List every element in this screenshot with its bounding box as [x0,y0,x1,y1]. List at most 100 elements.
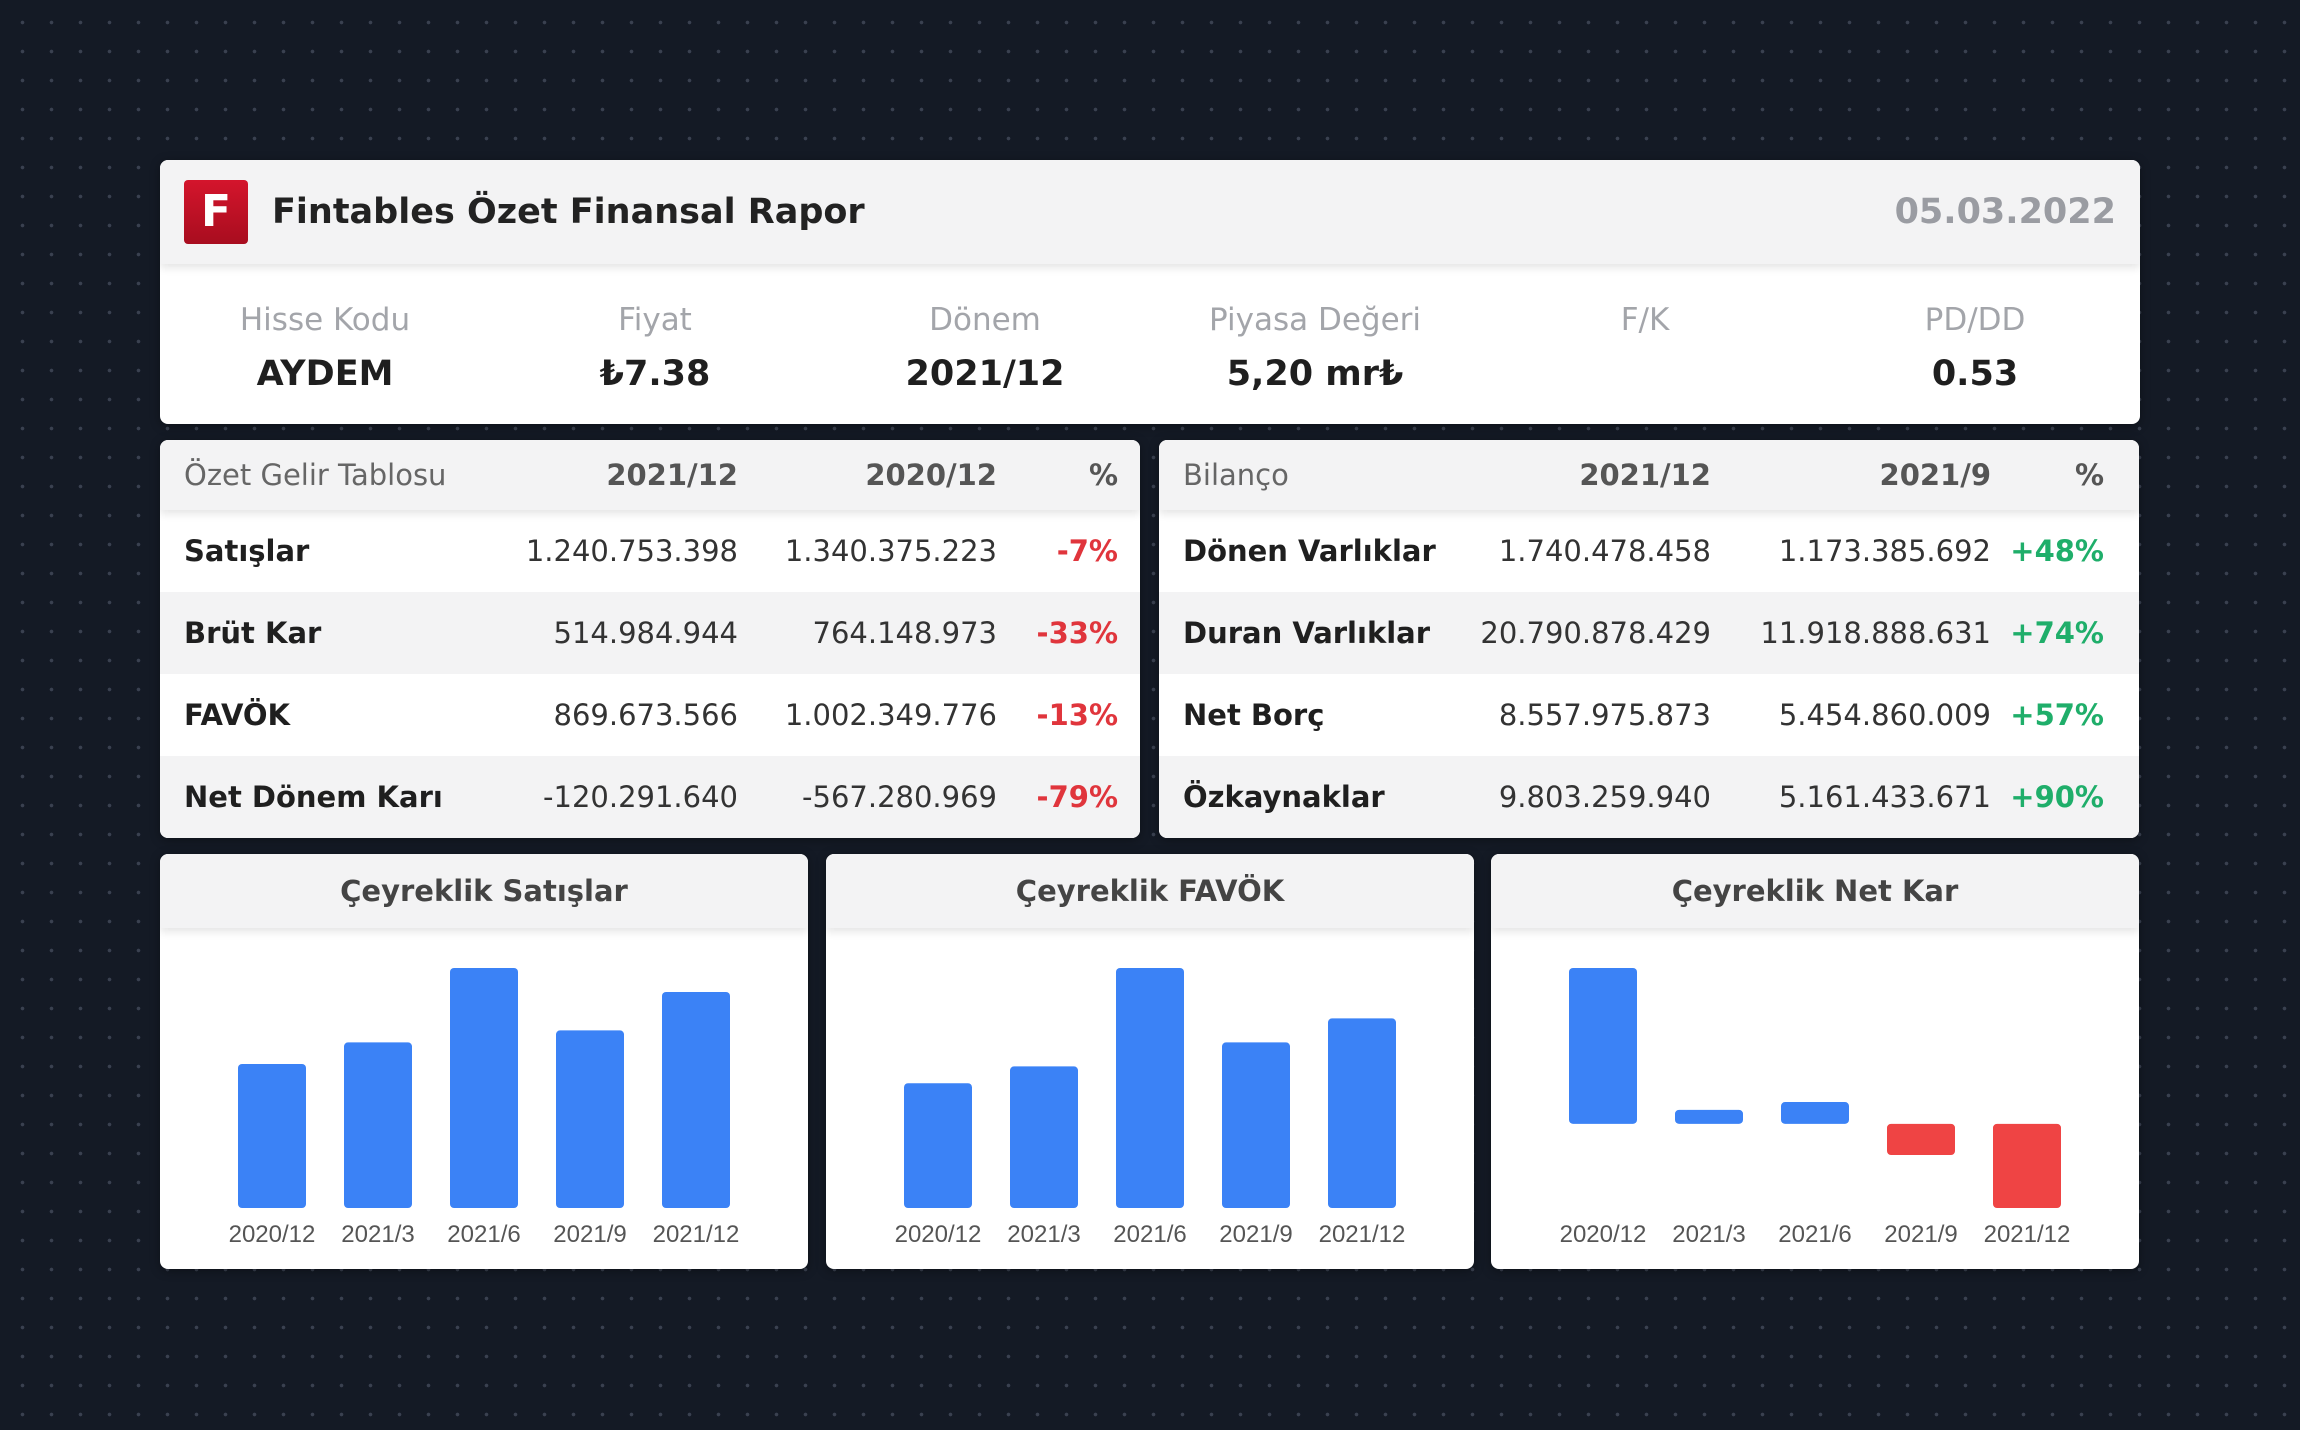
row-label: Brüt Kar [184,616,322,650]
summary-card: F Fintables Özet Finansal Rapor 05.03.20… [160,160,2140,424]
row-label: Duran Varlıklar [1183,616,1431,650]
x-tick-label: 2021/6 [1113,1221,1186,1248]
row-label: Net Borç [1183,698,1325,732]
table-row: Net Borç 8.557.975.873 5.454.860.009 +57% [1159,674,2139,756]
stat-label: Fiyat [618,302,692,338]
stat-ticker: Hisse Kodu AYDEM [160,264,490,396]
row-label: Özkaynaklar [1183,780,1385,814]
x-tick-label: 2020/12 [895,1221,982,1248]
change-percent: -33% [1036,616,1118,650]
x-tick-label: 2021/6 [1778,1221,1851,1248]
change-percent: -79% [1036,780,1118,814]
table-cell: 1.740.478.458 [1498,534,1711,568]
table-row: Özkaynaklar 9.803.259.940 5.161.433.671 +90… [1159,756,2139,838]
stat-pe: F/K [1480,264,1810,396]
table-cell: 1.340.375.223 [784,534,997,568]
chart-title: Çeyreklik FAVÖK [826,854,1474,928]
chart-title: Çeyreklik Satışlar [160,854,808,928]
table-row: FAVÖK 869.673.566 1.002.349.776 -13% [160,674,1140,756]
chart-bar [450,968,518,1208]
table-cell: 11.918.888.631 [1760,616,1991,650]
row-label: Satışlar [184,534,310,568]
chart-bar [1569,968,1637,1124]
balance-sheet-table: Bilanço 2021/12 2021/9% Dönen Varlıklar 1.74… [1159,440,2139,838]
report-header: F Fintables Özet Finansal Rapor 05.03.20… [160,160,2140,264]
x-tick-label: 2021/3 [1007,1221,1080,1248]
table-cell: 764.148.973 [812,616,998,650]
column-header: 2021/12 [1579,458,1711,492]
stat-value: AYDEM [256,354,394,394]
chart-bar [1116,968,1184,1208]
x-tick-label: 2021/9 [1219,1221,1292,1248]
change-percent: +90% [2010,780,2104,814]
chart-bar [662,992,730,1208]
table-cell: 514.984.944 [553,616,739,650]
table-cell: 5.161.433.671 [1778,780,1991,814]
x-tick-label: 2021/6 [447,1221,520,1248]
chart-bar [1010,1066,1078,1208]
stat-period: Dönem 2021/12 [820,264,1150,396]
stat-value: ₺7.38 [599,354,711,394]
stat-label: Dönem [929,302,1041,338]
x-tick-label: 2020/12 [1560,1221,1647,1248]
row-label: Net Dönem Karı [184,780,443,814]
chart-bar [1781,1102,1849,1124]
x-tick-label: 2021/9 [1884,1221,1957,1248]
x-tick-label: 2021/12 [1319,1221,1406,1248]
stat-label: PD/DD [1924,302,2026,338]
chart-bar [238,1064,306,1208]
table-header: Özet Gelir Tablosu 2021/12 2020/12% [160,440,1140,510]
chart-quarterly-net-profit: Çeyreklik Net Kar 2020/12 2021/3 2021/6 2021… [1491,854,2139,1269]
row-label: FAVÖK [184,698,291,732]
chart-bar [1887,1123,1955,1156]
change-percent: -13% [1036,698,1118,732]
table-cell: 1.240.753.398 [525,534,738,568]
stat-price: Fiyat ₺7.38 [490,264,820,396]
table-row: Dönen Varlıklar 1.740.478.458 1.173.385.69… [1159,510,2139,592]
column-header: Bilanço [1183,458,1289,492]
x-tick-label: 2021/9 [553,1221,626,1248]
chart-bar [904,1083,972,1208]
table-cell: 8.557.975.873 [1498,698,1711,732]
table-header: Bilanço 2021/12 2021/9% [1159,440,2139,510]
table-cell: -567.280.969 [802,780,997,814]
stat-label: Piyasa Değeri [1208,302,1422,338]
x-tick-label: 2021/3 [341,1221,414,1248]
bar-chart: 2020/12 2021/3 2021/6 2021/9 2021/12 [895,968,1406,1248]
table-cell: 5.454.860.009 [1778,698,1991,732]
chart-bar [1993,1123,2061,1208]
stat-pb: PD/DD 0.53 [1810,264,2140,396]
column-header: 2021/9 [1879,458,1991,492]
x-tick-label: 2020/12 [229,1221,316,1248]
report-date: 05.03.2022 [1894,192,2116,232]
column-header: % [2074,458,2104,492]
table-cell: 1.002.349.776 [784,698,997,732]
stat-label: F/K [1620,302,1670,338]
chart-title: Çeyreklik Net Kar [1491,854,2139,928]
table-cell: 869.673.566 [553,698,739,732]
table-row: Net Dönem Karı -120.291.640 -567.280.969 -7… [160,756,1140,838]
row-label: Dönen Varlıklar [1183,534,1436,568]
table-row: Brüt Kar 514.984.944 764.148.973 -33% [160,592,1140,674]
chart-quarterly-ebitda: Çeyreklik FAVÖK 2020/12 2021/3 2021/6 2021/9… [826,854,1474,1269]
table-row: Satışlar 1.240.753.398 1.340.375.223 -7% [160,510,1140,592]
chart-bar [344,1042,412,1208]
table-cell: 9.803.259.940 [1498,780,1711,814]
change-percent: +48% [2010,534,2104,568]
stat-value: 5,20 mr₺ [1226,354,1404,394]
stat-market-cap: Piyasa Değeri 5,20 mr₺ [1150,264,1480,396]
stats-row: Hisse Kodu AYDEM Fiyat ₺7.38 Dönem 2021/… [160,264,2140,424]
column-header: % [1088,458,1118,492]
change-percent: -7% [1056,534,1118,568]
stat-label: Hisse Kodu [239,302,411,338]
report-title: Fintables Özet Finansal Rapor [272,192,865,232]
stat-value: 0.53 [1931,354,2019,394]
column-header: 2021/12 [606,458,738,492]
table-row: Duran Varlıklar 20.790.878.429 11.918.888.… [1159,592,2139,674]
x-tick-label: 2021/12 [1984,1221,2071,1248]
income-statement-table: Özet Gelir Tablosu 2021/12 2020/12% Satışla… [160,440,1140,838]
x-tick-label: 2021/12 [653,1221,740,1248]
stat-value [1480,352,1810,396]
chart-bar [1328,1018,1396,1208]
chart-quarterly-sales: Çeyreklik Satışlar 2020/12 2021/3 2021/6 202… [160,854,808,1269]
